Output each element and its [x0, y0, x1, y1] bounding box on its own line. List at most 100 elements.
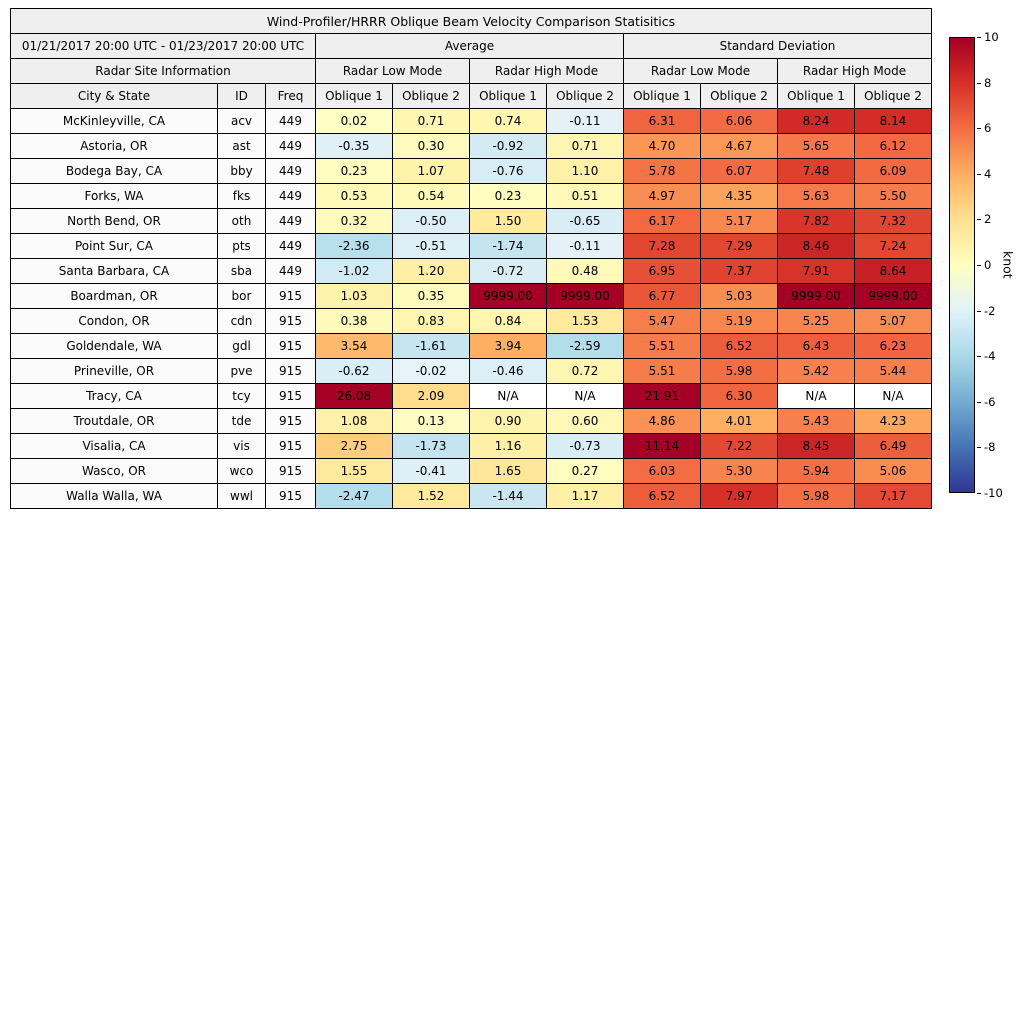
colorbar-tick-label: 8: [984, 75, 992, 90]
value-cell: 6.06: [700, 108, 778, 134]
colorbar-tick-mark: [977, 265, 981, 266]
value-cell: 5.47: [623, 308, 701, 334]
value-cell: 6.12: [854, 133, 932, 159]
value-cell: 3.54: [315, 333, 393, 359]
freq-cell: 915: [265, 408, 316, 434]
value-cell: 8.14: [854, 108, 932, 134]
value-cell: 0.13: [392, 408, 470, 434]
site-id-cell: ast: [217, 133, 266, 159]
freq-cell: 449: [265, 158, 316, 184]
city-cell: Boardman, OR: [10, 283, 218, 309]
col-header-oblique2: Oblique 2: [854, 83, 932, 109]
chart-title: Wind-Profiler/HRRR Oblique Beam Velocity…: [10, 8, 932, 34]
value-cell: 0.60: [546, 408, 624, 434]
value-cell: 0.30: [392, 133, 470, 159]
value-cell: 7.97: [700, 483, 778, 509]
value-cell: 0.02: [315, 108, 393, 134]
value-cell: 0.35: [392, 283, 470, 309]
value-cell: 5.06: [854, 458, 932, 484]
value-cell: 7.37: [700, 258, 778, 284]
site-id-cell: bby: [217, 158, 266, 184]
value-cell: -0.76: [469, 158, 547, 184]
value-cell: 5.17: [700, 208, 778, 234]
value-cell: 7.32: [854, 208, 932, 234]
table-row: Bodega Bay, CA bby 449 0.23 1.07 -0.76 1.10 5.7…: [10, 158, 932, 184]
freq-cell: 449: [265, 208, 316, 234]
value-cell: 4.35: [700, 183, 778, 209]
col-header-oblique1: Oblique 1: [777, 83, 855, 109]
date-range: 01/21/2017 20:00 UTC - 01/23/2017 20:00 …: [10, 33, 316, 59]
value-cell: 2.09: [392, 383, 470, 409]
value-cell: 0.71: [392, 108, 470, 134]
colorbar-tick-mark: [977, 128, 981, 130]
site-id-cell: gdl: [217, 333, 266, 359]
value-cell: -0.11: [546, 233, 624, 259]
freq-cell: 915: [265, 383, 316, 409]
table-body: McKinleyville, CA acv 449 0.02 0.71 0.74 -0.11…: [10, 108, 932, 509]
freq-cell: 449: [265, 183, 316, 209]
value-cell: 8.24: [777, 108, 855, 134]
city-cell: Bodega Bay, CA: [10, 158, 218, 184]
value-cell: 1.16: [469, 433, 547, 459]
table-row: Santa Barbara, CA sba 449 -1.02 1.20 -0.72 0.4…: [10, 258, 932, 284]
value-cell: 2.75: [315, 433, 393, 459]
colorbar-tick-label: 6: [984, 121, 992, 136]
value-cell: 7.22: [700, 433, 778, 459]
colorbar-tick-label: -4: [984, 349, 996, 364]
value-cell: -1.02: [315, 258, 393, 284]
value-cell: 0.32: [315, 208, 393, 234]
freq-cell: 915: [265, 333, 316, 359]
value-cell: 1.55: [315, 458, 393, 484]
value-cell: -0.72: [469, 258, 547, 284]
city-cell: Wasco, OR: [10, 458, 218, 484]
value-cell: 4.97: [623, 183, 701, 209]
value-cell: -1.73: [392, 433, 470, 459]
value-cell: 0.84: [469, 308, 547, 334]
group-header-row: 01/21/2017 20:00 UTC - 01/23/2017 20:00 …: [10, 33, 932, 59]
value-cell: 7.28: [623, 233, 701, 259]
value-cell: -0.73: [546, 433, 624, 459]
site-id-cell: wwl: [217, 483, 266, 509]
city-cell: Prineville, OR: [10, 358, 218, 384]
value-cell: -0.46: [469, 358, 547, 384]
value-cell: -1.44: [469, 483, 547, 509]
value-cell: 26.08: [315, 383, 393, 409]
value-cell: 5.78: [623, 158, 701, 184]
table-row: Boardman, OR bor 915 1.03 0.35 9999.00 9999.00…: [10, 283, 932, 309]
value-cell: 6.52: [700, 333, 778, 359]
value-cell: 7.29: [700, 233, 778, 259]
value-cell: N/A: [854, 383, 932, 409]
value-cell: -2.36: [315, 233, 393, 259]
value-cell: -1.61: [392, 333, 470, 359]
colorbar-tick-label: 10: [984, 30, 999, 44]
value-cell: 5.25: [777, 308, 855, 334]
value-cell: -0.41: [392, 458, 470, 484]
table-row: Visalia, CA vis 915 2.75 -1.73 1.16 -0.73 11.14…: [10, 433, 932, 459]
colorbar-tick-mark: [977, 447, 981, 449]
city-cell: Point Sur, CA: [10, 233, 218, 259]
group-header-average: Average: [315, 33, 624, 59]
value-cell: 5.51: [623, 333, 701, 359]
value-cell: 5.65: [777, 133, 855, 159]
colorbar-tick-mark: [977, 82, 981, 84]
value-cell: 5.98: [777, 483, 855, 509]
value-cell: 1.50: [469, 208, 547, 234]
freq-cell: 915: [265, 483, 316, 509]
value-cell: -0.51: [392, 233, 470, 259]
value-cell: 5.94: [777, 458, 855, 484]
value-cell: 11.14: [623, 433, 701, 459]
city-cell: Troutdale, OR: [10, 408, 218, 434]
value-cell: -0.92: [469, 133, 547, 159]
value-cell: 5.03: [700, 283, 778, 309]
value-cell: 0.27: [546, 458, 624, 484]
value-cell: 7.91: [777, 258, 855, 284]
value-cell: 6.52: [623, 483, 701, 509]
site-id-cell: pve: [217, 358, 266, 384]
freq-cell: 915: [265, 458, 316, 484]
value-cell: 0.74: [469, 108, 547, 134]
value-cell: 5.63: [777, 183, 855, 209]
value-cell: 5.19: [700, 308, 778, 334]
mode-header-row: Radar Site Information Radar Low Mode Ra…: [10, 58, 932, 84]
table-row: Forks, WA fks 449 0.53 0.54 0.23 0.51 4.97 4.35 5…: [10, 183, 932, 209]
table-row: Prineville, OR pve 915 -0.62 -0.02 -0.46 0.72 5…: [10, 358, 932, 384]
